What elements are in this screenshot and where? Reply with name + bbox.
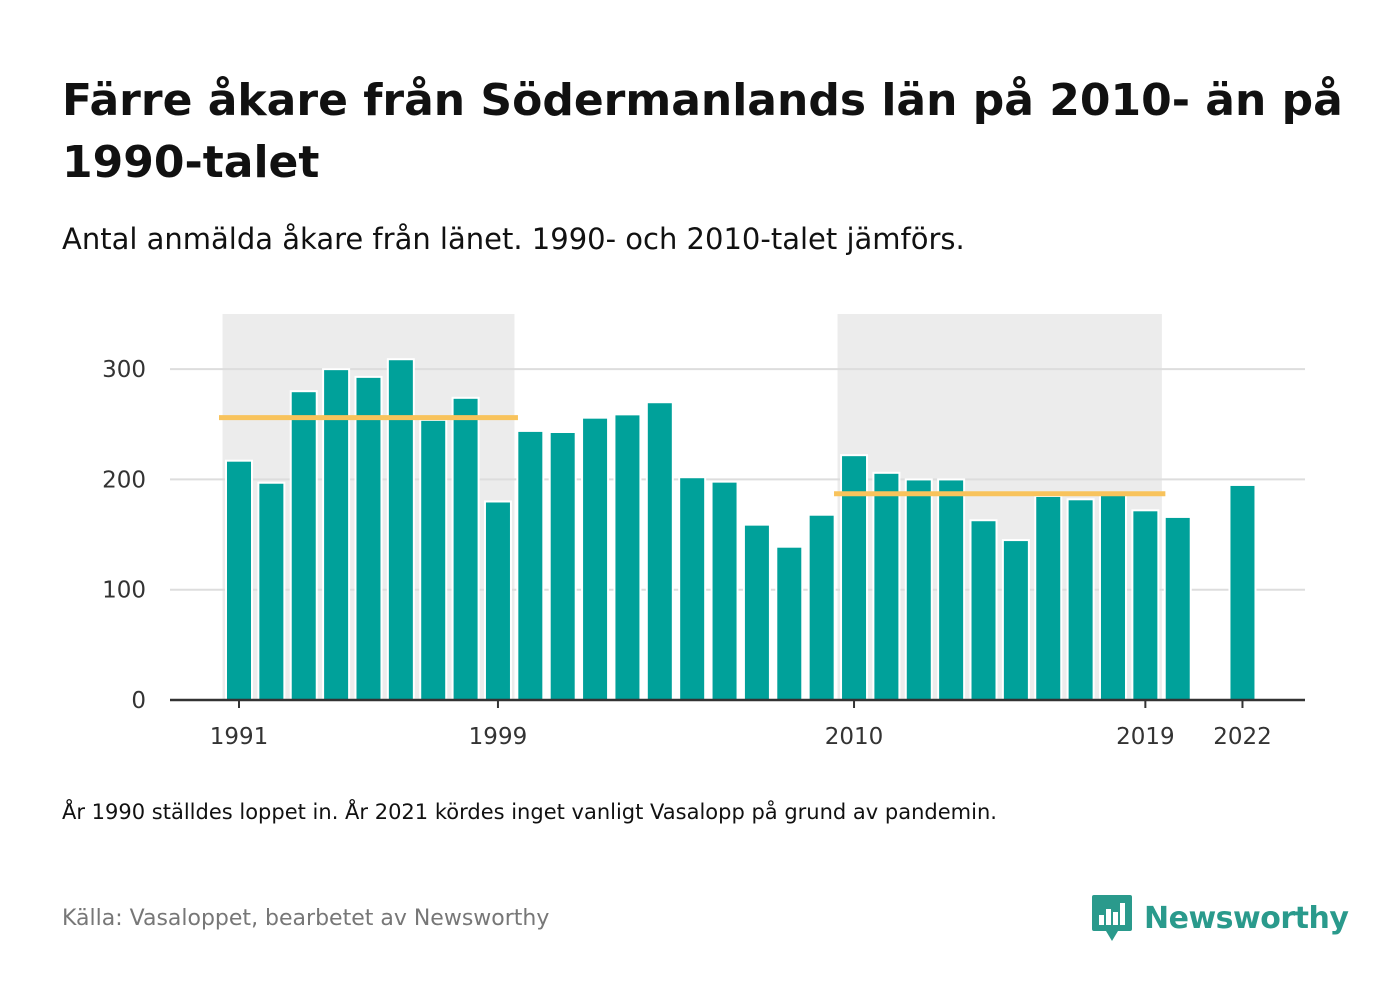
bar-2018 — [1098, 491, 1127, 701]
bar-2000 — [516, 429, 545, 701]
bar-2016 — [1034, 494, 1063, 701]
bar-2003 — [613, 413, 642, 702]
bar-1998 — [451, 396, 480, 702]
bar-2012 — [904, 478, 933, 701]
source-text: Källa: Vasaloppet, bearbetet av Newswort… — [62, 906, 550, 931]
bar-2005 — [678, 476, 707, 701]
bar-2001 — [548, 431, 577, 701]
x-tick-label-2022: 2022 — [1213, 724, 1272, 750]
chart-subtitle: Antal anmälda åkare från länet. 1990- oc… — [62, 222, 965, 256]
x-tick-label-2019: 2019 — [1116, 724, 1175, 750]
chart-title: Färre åkare från Södermanlands län på 20… — [62, 75, 1343, 188]
bar-2017 — [1066, 498, 1095, 701]
bar-2006 — [710, 480, 739, 701]
bar-1996 — [386, 358, 415, 702]
chart-note: År 1990 ställdes loppet in. År 2021 körd… — [62, 800, 997, 824]
y-tick-label-0: 0 — [131, 688, 146, 714]
bar-2009 — [807, 513, 836, 701]
bar-chart: 0 100 200 300 1991 1999 2010 2019 2022 — [102, 314, 1305, 750]
bar-2015 — [1001, 539, 1030, 701]
newsworthy-logo[interactable]: Newsworthy — [1090, 893, 1349, 943]
bar-1997 — [419, 418, 448, 701]
bar-2013 — [937, 478, 966, 701]
y-tick-label-300: 300 — [102, 357, 146, 383]
bar-1995 — [354, 375, 383, 701]
bar-2020 — [1163, 515, 1192, 701]
bar-2019 — [1131, 509, 1160, 701]
bar-1992 — [257, 481, 286, 701]
bar-1993 — [289, 390, 318, 701]
bar-2004 — [645, 401, 674, 701]
bar-1999 — [483, 500, 512, 701]
bar-2011 — [872, 471, 901, 701]
bar-2007 — [742, 523, 771, 701]
bar-2008 — [775, 545, 804, 701]
bar-2002 — [581, 416, 610, 701]
brand-name: Newsworthy — [1144, 900, 1349, 936]
bar-1994 — [322, 368, 351, 702]
x-tick-label-2010: 2010 — [825, 724, 884, 750]
y-tick-label-200: 200 — [102, 467, 146, 493]
bar-2022 — [1228, 483, 1257, 701]
x-tick-label-1999: 1999 — [469, 724, 528, 750]
bar-1991 — [225, 459, 253, 701]
y-tick-label-100: 100 — [102, 578, 146, 604]
x-tick-label-1991: 1991 — [210, 724, 269, 750]
bar-2014 — [969, 519, 998, 701]
newsworthy-logo-icon — [1092, 895, 1132, 941]
